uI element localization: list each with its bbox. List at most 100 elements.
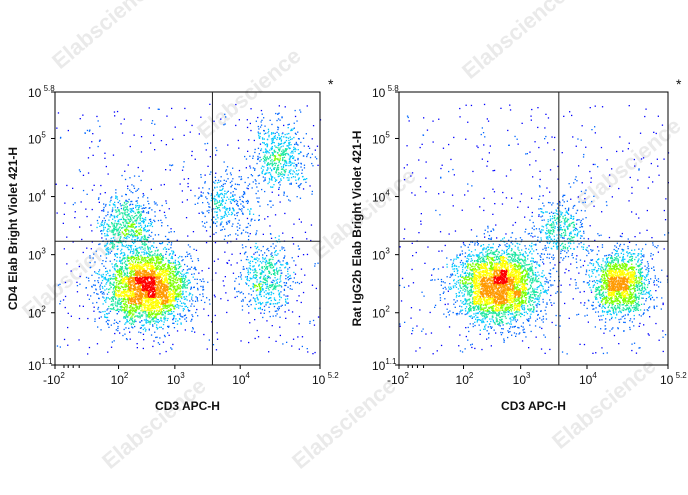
- event-dot: [302, 137, 305, 139]
- event-dot: [158, 265, 160, 267]
- event-dot: [119, 276, 121, 278]
- event-dot: [172, 290, 174, 292]
- event-dot: [246, 303, 248, 306]
- event-dot: [162, 314, 164, 316]
- event-dot: [184, 314, 187, 316]
- event-dot: [298, 138, 300, 140]
- event-dot: [123, 233, 125, 235]
- event-dot: [169, 164, 171, 166]
- event-dot: [134, 309, 137, 311]
- event-dot: [266, 283, 268, 285]
- event-dot: [273, 287, 275, 290]
- event-dot: [167, 225, 169, 227]
- event-dot: [157, 319, 159, 321]
- event-dot: [131, 322, 133, 324]
- event-dot: [130, 272, 132, 274]
- event-dot: [170, 276, 172, 278]
- event-dot: [176, 296, 178, 298]
- event-dot: [271, 252, 273, 254]
- event-dot: [204, 181, 206, 183]
- event-dot: [161, 268, 163, 270]
- event-dot: [146, 260, 148, 262]
- event-dot: [172, 252, 174, 254]
- event-dot: [145, 253, 147, 255]
- event-dot: [220, 215, 222, 218]
- event-dot: [78, 317, 81, 320]
- event-dot: [230, 186, 232, 188]
- event-dot: [265, 266, 267, 268]
- event-dot: [270, 299, 272, 302]
- event-dot: [183, 284, 185, 287]
- event-dot: [266, 281, 268, 283]
- event-dot: [173, 296, 175, 298]
- event-dot: [276, 302, 279, 304]
- event-dot: [125, 275, 127, 277]
- event-dot: [226, 207, 228, 210]
- event-dot: [193, 268, 195, 270]
- event-dot: [164, 267, 166, 269]
- event-dot: [177, 257, 180, 259]
- event-dot: [271, 284, 273, 286]
- event-dot: [155, 326, 158, 328]
- event-dot: [116, 256, 118, 258]
- event-dot: [299, 197, 302, 199]
- event-dot: [117, 209, 119, 211]
- event-dot: [118, 200, 121, 202]
- event-dot: [267, 247, 269, 250]
- event-dot: [186, 251, 188, 253]
- event-dot: [274, 264, 276, 266]
- event-dot: [181, 281, 184, 283]
- event-dot: [155, 256, 157, 259]
- event-dot: [139, 214, 141, 216]
- event-dot: [154, 234, 156, 236]
- event-dot: [119, 239, 121, 241]
- event-dot: [266, 284, 268, 286]
- event-dot: [122, 257, 124, 259]
- event-dot: [140, 314, 143, 316]
- event-dot: [163, 291, 165, 293]
- event-dot: [212, 344, 215, 346]
- event-dot: [160, 313, 162, 315]
- event-dot: [234, 280, 236, 282]
- event-dot: [255, 274, 257, 276]
- event-dot: [164, 312, 166, 315]
- event-dot: [268, 336, 270, 339]
- event-dot: [273, 269, 275, 271]
- event-dot: [121, 282, 124, 284]
- event-dot: [156, 304, 158, 307]
- event-dot: [293, 165, 295, 167]
- event-dot: [162, 270, 164, 273]
- event-dot: [155, 268, 158, 270]
- event-dot: [178, 262, 180, 264]
- event-dot: [128, 198, 130, 201]
- event-dot: [105, 249, 107, 251]
- event-dot: [161, 222, 163, 224]
- event-dot: [264, 125, 266, 127]
- event-dot: [109, 282, 111, 285]
- event-dot: [163, 321, 165, 323]
- event-dot: [91, 241, 93, 243]
- event-dot: [158, 280, 161, 282]
- event-dot: [169, 298, 171, 300]
- event-dot: [222, 185, 224, 188]
- event-dot: [164, 235, 167, 238]
- event-dot: [120, 269, 122, 271]
- event-dot: [111, 297, 113, 299]
- event-dot: [191, 294, 194, 296]
- event-dot: [156, 303, 158, 305]
- event-dot: [59, 303, 61, 305]
- event-dot: [265, 149, 267, 151]
- event-dot: [124, 294, 126, 296]
- event-dot: [254, 308, 256, 310]
- event-dot: [121, 243, 123, 246]
- event-dot: [276, 241, 279, 243]
- event-dot: [145, 230, 147, 233]
- event-dot: [179, 255, 181, 258]
- event-dot: [156, 288, 159, 290]
- event-dot: [116, 229, 118, 232]
- event-dot: [218, 201, 221, 203]
- event-dot: [152, 238, 154, 240]
- event-dot: [118, 309, 120, 311]
- event-dot: [178, 318, 181, 320]
- event-dot: [249, 224, 251, 227]
